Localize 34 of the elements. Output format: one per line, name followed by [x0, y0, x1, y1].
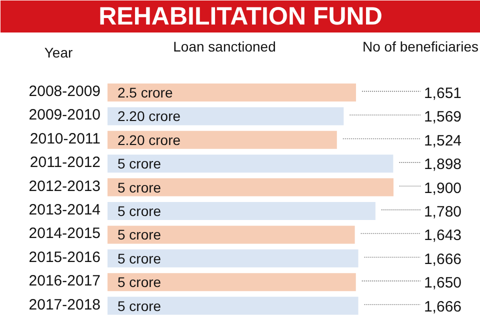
- data-label: 1,666: [424, 298, 462, 316]
- x-axis-title: No of beneficiaries: [362, 38, 478, 54]
- chart-title: REHABILITATION FUND: [98, 2, 382, 30]
- text: Loan sanctioned: [173, 38, 276, 54]
- y-tick-label: 2013-2014: [28, 202, 100, 218]
- annotation: 5 crore: [118, 203, 162, 219]
- annotation: 5 crore: [118, 226, 162, 243]
- data-label: 1,666: [424, 250, 462, 268]
- data-label: 1,569: [424, 108, 462, 126]
- data-label: 1,524: [424, 132, 462, 150]
- annotation: 5 crore: [118, 179, 162, 196]
- data-label: 1,898: [424, 156, 462, 174]
- annotation: 2.20 crore: [118, 132, 181, 148]
- data-label: 1,643: [424, 227, 462, 244]
- y-tick-label: 2009-2010: [28, 106, 100, 124]
- y-tick-label: 2017-2018: [28, 296, 100, 314]
- annotation: 2.20 crore: [118, 108, 181, 124]
- y-tick-label: 2008-2009: [28, 83, 100, 100]
- annotation: 5 crore: [118, 156, 162, 172]
- data-label: 1,650: [424, 274, 462, 292]
- y-tick-label: 2012-2013: [28, 178, 100, 195]
- y-tick-label: 2015-2016: [28, 248, 100, 266]
- annotation: 5 crore: [118, 250, 162, 266]
- data-label: 1,651: [424, 85, 462, 102]
- data-label: 1,780: [424, 204, 462, 220]
- y-tick-label: 2011-2012: [30, 154, 101, 172]
- annotation: 5 crore: [118, 274, 162, 290]
- y-tick-label: 2016-2017: [28, 272, 100, 290]
- y-tick-label: 2010-2011: [30, 130, 101, 148]
- y-axis-title: Year: [44, 44, 73, 60]
- annotation: 2.5 crore: [118, 84, 173, 100]
- y-tick-label: 2014-2015: [28, 225, 100, 242]
- data-label: 1,900: [424, 180, 462, 197]
- annotation: 5 crore: [118, 298, 162, 314]
